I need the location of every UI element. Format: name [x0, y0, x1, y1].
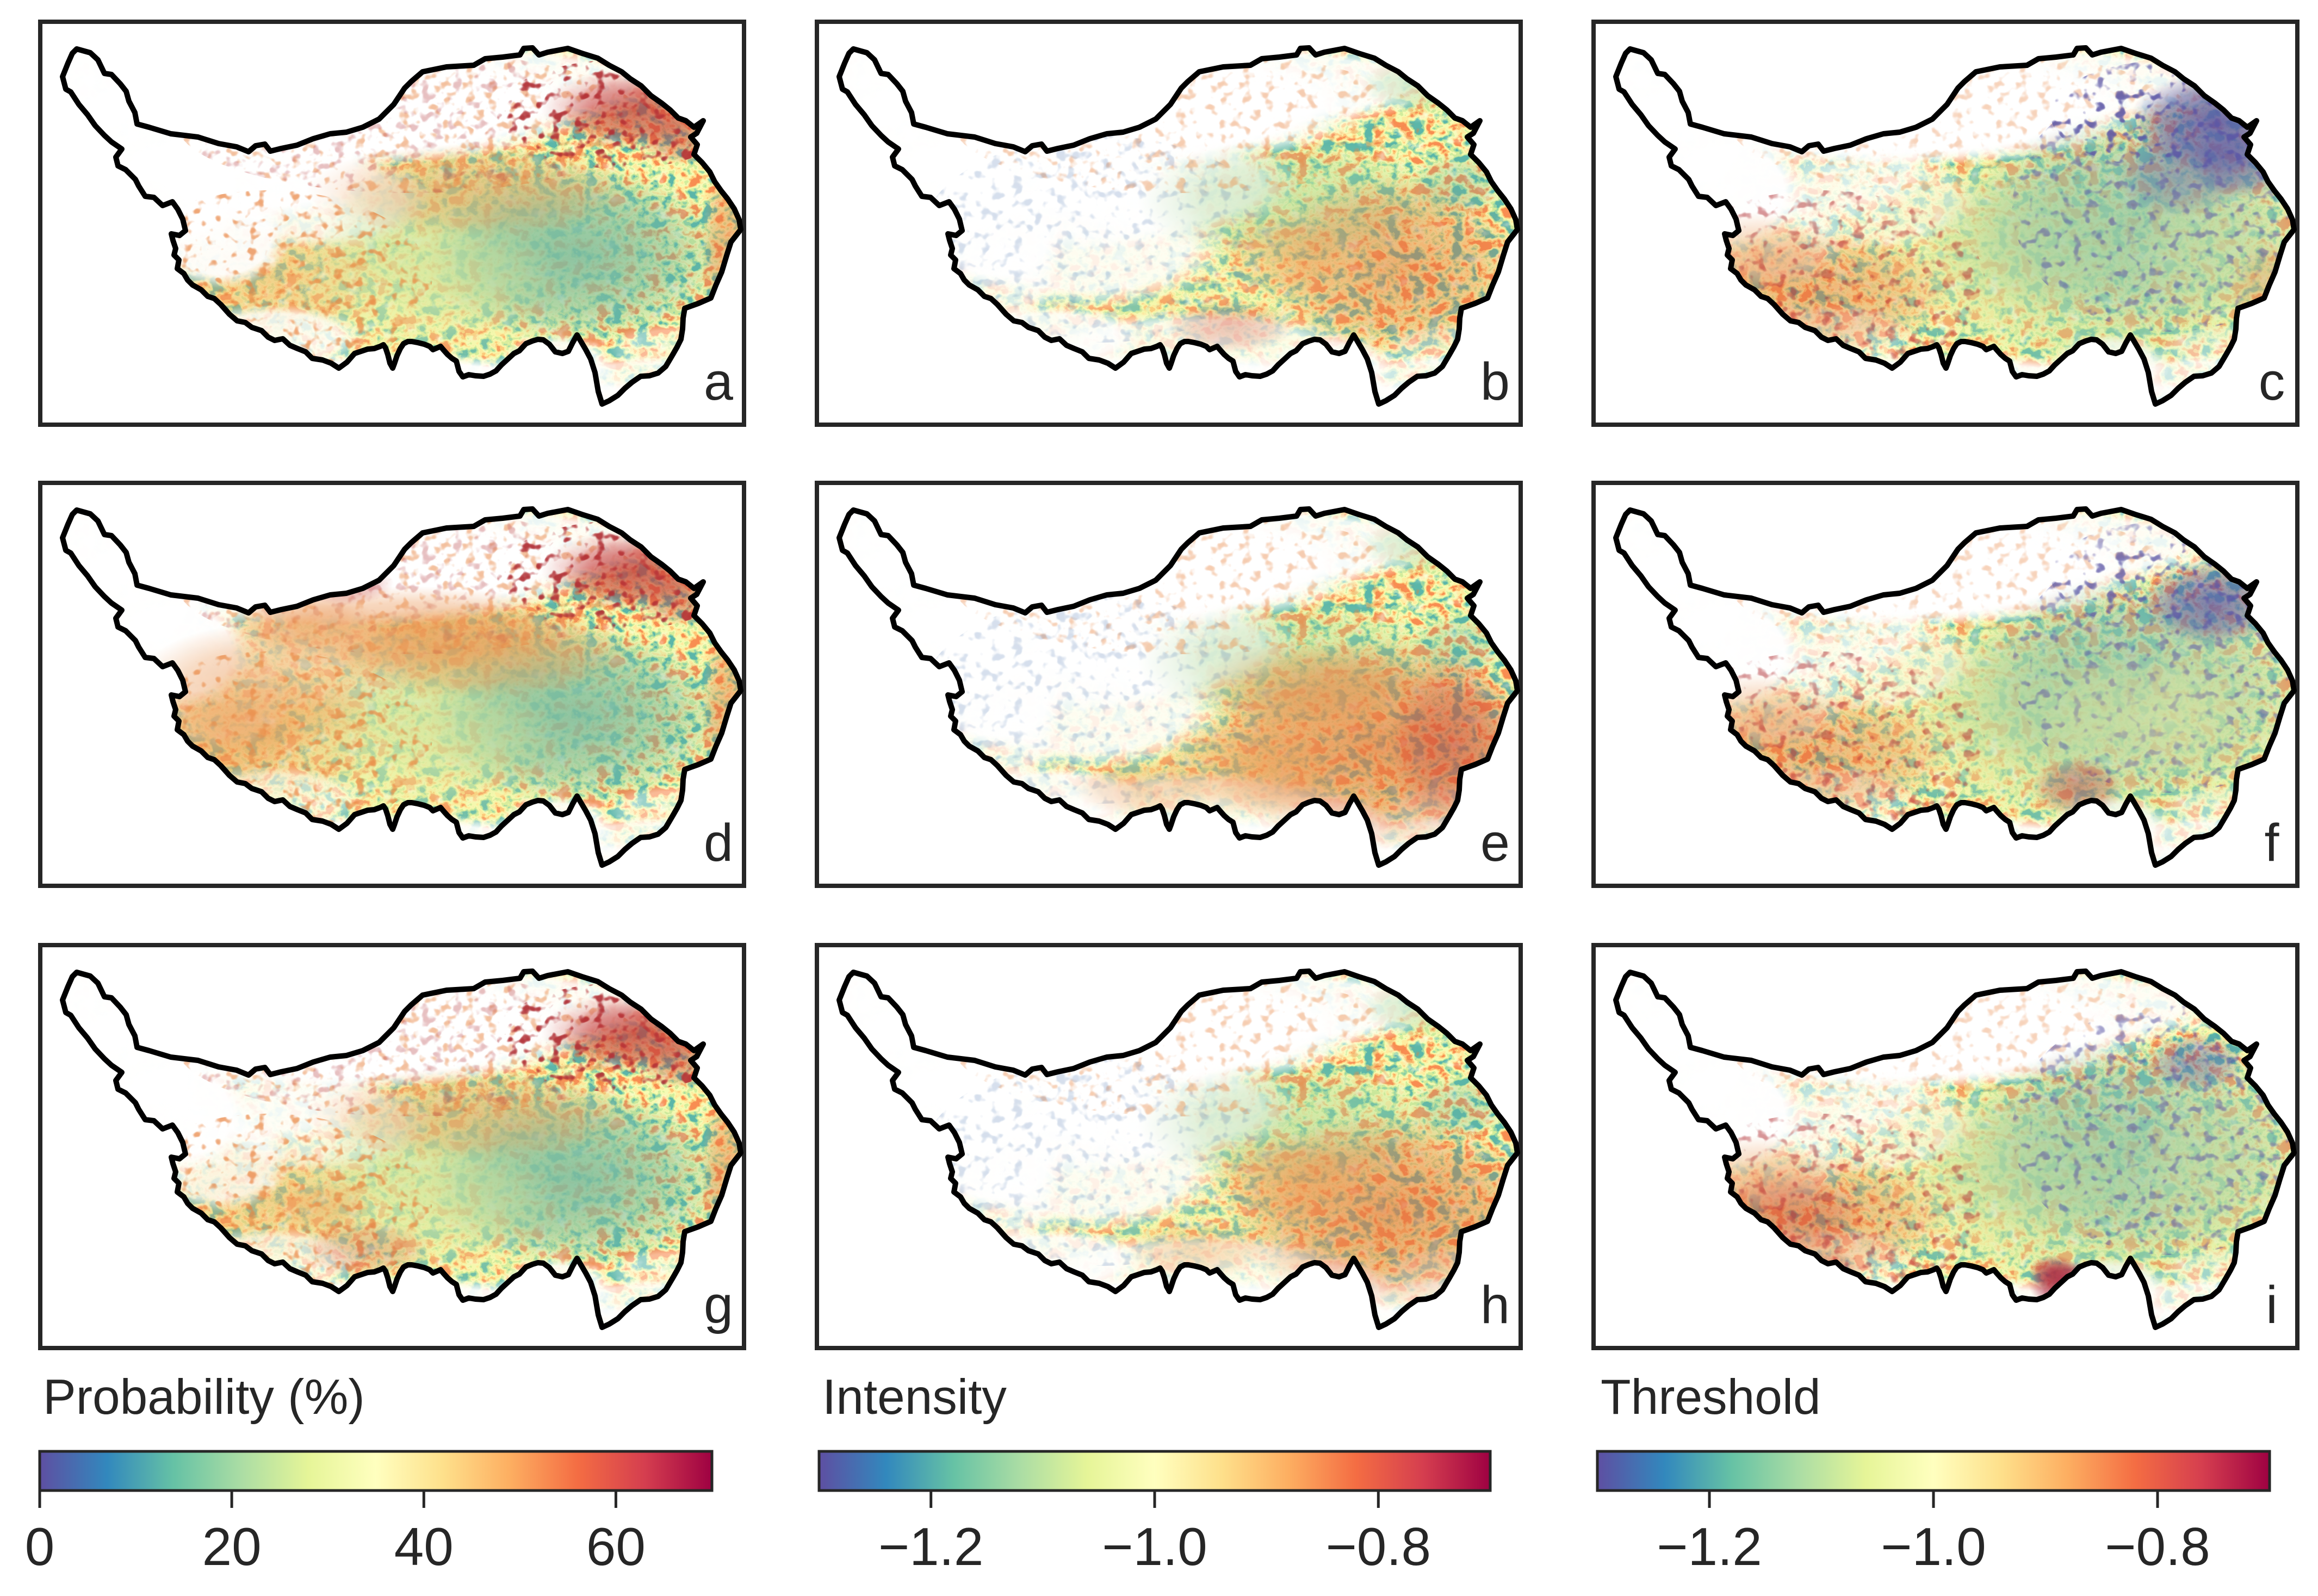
svg-text:c: c: [2259, 352, 2285, 411]
svg-text:0: 0: [25, 1517, 55, 1576]
svg-text:−0.8: −0.8: [1326, 1517, 1431, 1576]
svg-text:−1.0: −1.0: [1102, 1517, 1207, 1576]
svg-text:Probability (%): Probability (%): [43, 1370, 365, 1425]
svg-text:b: b: [1480, 352, 1510, 411]
svg-text:a: a: [704, 352, 733, 411]
svg-text:f: f: [2265, 813, 2280, 872]
svg-text:g: g: [704, 1275, 733, 1334]
svg-text:Threshold: Threshold: [1601, 1370, 1821, 1425]
svg-text:−1.2: −1.2: [1657, 1517, 1762, 1576]
svg-text:20: 20: [202, 1517, 262, 1576]
svg-text:h: h: [1480, 1275, 1510, 1334]
svg-text:d: d: [704, 813, 733, 872]
svg-text:i: i: [2266, 1275, 2278, 1334]
svg-text:−1.2: −1.2: [878, 1517, 983, 1576]
svg-text:Intensity: Intensity: [822, 1370, 1007, 1425]
svg-text:−0.8: −0.8: [2105, 1517, 2210, 1576]
svg-text:60: 60: [586, 1517, 646, 1576]
svg-text:40: 40: [394, 1517, 454, 1576]
svg-text:e: e: [1480, 813, 1510, 872]
svg-text:−1.0: −1.0: [1881, 1517, 1986, 1576]
